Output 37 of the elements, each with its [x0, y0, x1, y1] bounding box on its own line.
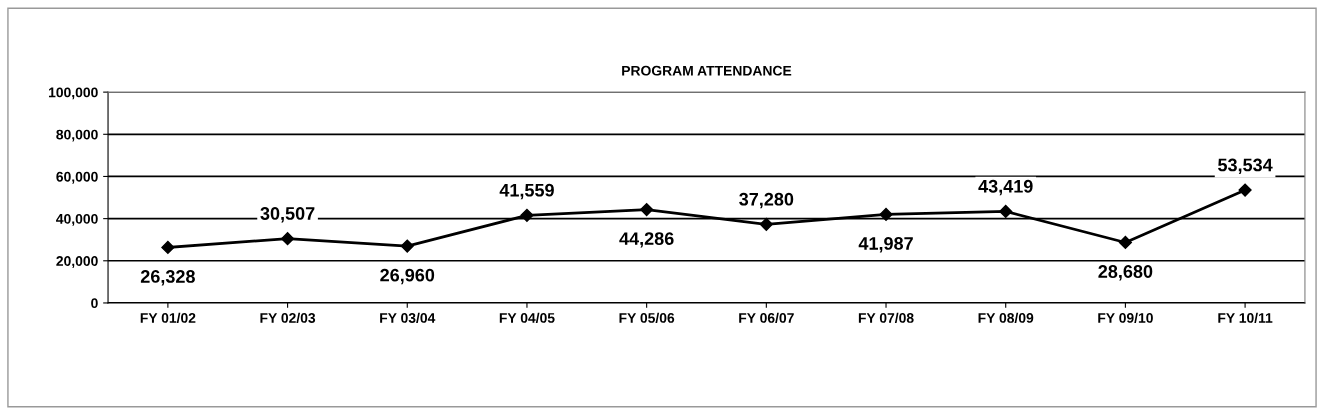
point — [161, 240, 175, 255]
data-label: 53,534 — [1218, 158, 1273, 174]
x-tick-label: FY 06/07 — [739, 312, 794, 324]
x-tick-label: FY 05/06 — [619, 312, 675, 324]
point — [999, 204, 1013, 219]
data-label: 44,286 — [619, 232, 674, 248]
data-label: 43,419 — [978, 179, 1033, 196]
y-tick-label: 40,000 — [56, 213, 98, 226]
y-tick-label: 20,000 — [56, 256, 98, 268]
x-tick-label: FY 04/05 — [499, 312, 555, 324]
data-label: 26,960 — [380, 268, 435, 285]
data-label: 28,680 — [1098, 265, 1153, 281]
data-label: 41,559 — [499, 183, 554, 200]
x-tick-label: FY 08/09 — [978, 312, 1034, 324]
y-tick-label: 60,000 — [56, 171, 98, 184]
point — [520, 208, 534, 222]
data-label: 30,507 — [260, 207, 315, 223]
x-tick-label: FY 03/04 — [380, 312, 436, 324]
point — [879, 207, 893, 222]
data-label: 41,987 — [858, 237, 913, 253]
y-tick-label: 80,000 — [56, 129, 98, 142]
point — [400, 239, 414, 253]
y-tick-label: 0 — [91, 298, 98, 309]
point — [759, 217, 773, 231]
point — [1118, 235, 1132, 250]
point — [280, 232, 295, 246]
x-tick-label: FY 07/08 — [858, 312, 914, 324]
data-label: 26,328 — [140, 270, 195, 286]
chart-title: PROGRAM ATTENDANCE — [622, 65, 792, 76]
data-label: 37,280 — [739, 192, 794, 209]
point — [1238, 183, 1252, 197]
y-tick-label: 100,000 — [48, 87, 98, 100]
x-tick-label: FY 02/03 — [260, 312, 316, 324]
x-tick-label: FY 10/11 — [1218, 312, 1273, 324]
point — [640, 202, 654, 217]
x-tick-label: FY 01/02 — [140, 312, 196, 324]
x-tick-label: FY 09/10 — [1098, 312, 1153, 324]
